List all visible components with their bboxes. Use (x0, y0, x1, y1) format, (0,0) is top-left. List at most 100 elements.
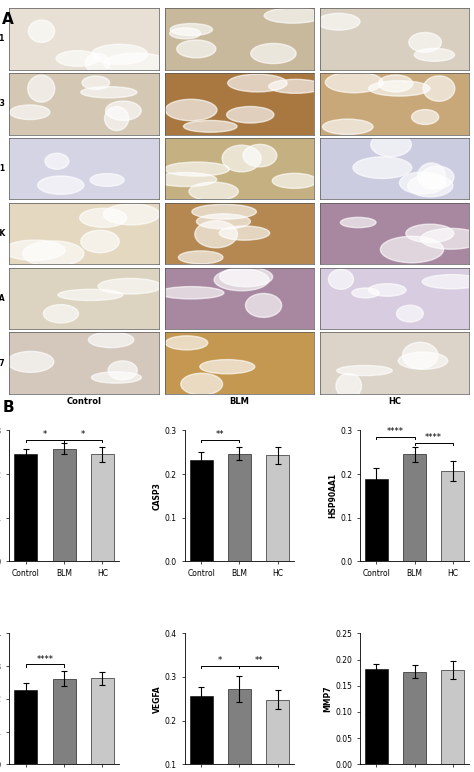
Ellipse shape (269, 80, 323, 93)
Ellipse shape (192, 205, 256, 219)
Ellipse shape (317, 13, 360, 30)
Ellipse shape (56, 51, 99, 66)
Bar (441, 670, 465, 764)
Ellipse shape (165, 100, 217, 120)
Bar (266, 455, 289, 561)
Bar (441, 471, 465, 561)
Ellipse shape (105, 107, 128, 130)
Ellipse shape (108, 361, 137, 380)
Ellipse shape (98, 279, 162, 294)
Bar (266, 699, 289, 772)
Ellipse shape (88, 332, 134, 347)
Ellipse shape (90, 174, 124, 186)
Ellipse shape (398, 352, 448, 369)
Bar (228, 453, 251, 561)
Bar (91, 678, 114, 764)
Y-axis label: CASP3: CASP3 (153, 482, 162, 510)
Ellipse shape (336, 374, 362, 398)
Ellipse shape (91, 44, 148, 64)
Ellipse shape (400, 172, 446, 194)
Ellipse shape (353, 157, 412, 178)
Ellipse shape (170, 23, 212, 36)
Ellipse shape (183, 120, 237, 132)
Ellipse shape (379, 75, 413, 92)
Ellipse shape (43, 305, 79, 323)
Ellipse shape (189, 182, 238, 201)
X-axis label: HC: HC (388, 397, 401, 406)
Text: ****: **** (387, 427, 404, 436)
Text: *: * (43, 430, 47, 439)
Y-axis label: VEGFA: VEGFA (153, 685, 162, 713)
Bar (53, 679, 76, 764)
Ellipse shape (264, 8, 322, 23)
X-axis label: BLM: BLM (229, 397, 249, 406)
Ellipse shape (196, 214, 250, 229)
Ellipse shape (381, 236, 444, 262)
Bar (190, 696, 212, 772)
Ellipse shape (159, 286, 224, 299)
Ellipse shape (85, 53, 110, 73)
Ellipse shape (409, 32, 441, 52)
Ellipse shape (165, 336, 208, 350)
Y-axis label: VEGFA: VEGFA (0, 294, 5, 303)
Ellipse shape (177, 40, 216, 58)
Ellipse shape (422, 275, 474, 289)
Ellipse shape (322, 119, 373, 134)
Ellipse shape (272, 173, 317, 188)
Ellipse shape (155, 172, 217, 187)
Ellipse shape (4, 240, 65, 260)
Y-axis label: HSP90AA1: HSP90AA1 (328, 473, 337, 519)
Text: **: ** (254, 656, 263, 665)
Ellipse shape (227, 107, 274, 123)
Bar (365, 479, 388, 561)
Ellipse shape (28, 75, 55, 102)
Ellipse shape (164, 162, 229, 176)
Ellipse shape (82, 76, 109, 90)
Ellipse shape (181, 373, 223, 395)
Ellipse shape (418, 163, 446, 189)
X-axis label: Control: Control (67, 397, 101, 406)
Ellipse shape (219, 226, 270, 240)
Bar (14, 690, 37, 764)
Ellipse shape (402, 342, 438, 369)
Bar (14, 455, 37, 561)
Ellipse shape (200, 360, 255, 374)
Text: ****: **** (425, 433, 442, 442)
Ellipse shape (81, 230, 119, 252)
Ellipse shape (352, 288, 379, 298)
Ellipse shape (408, 175, 453, 197)
Ellipse shape (396, 305, 423, 322)
Ellipse shape (420, 229, 474, 249)
Y-axis label: AKT1: AKT1 (0, 34, 5, 43)
Ellipse shape (325, 72, 383, 93)
Bar (228, 689, 251, 772)
Ellipse shape (369, 81, 430, 96)
Text: B: B (2, 400, 14, 415)
Ellipse shape (45, 154, 69, 169)
Bar (53, 449, 76, 561)
Ellipse shape (214, 269, 269, 291)
Y-axis label: MMP7: MMP7 (0, 359, 5, 368)
Ellipse shape (228, 74, 287, 92)
Ellipse shape (421, 166, 454, 188)
Ellipse shape (371, 133, 411, 157)
Ellipse shape (38, 176, 84, 195)
Ellipse shape (219, 267, 273, 286)
Ellipse shape (328, 269, 354, 290)
Ellipse shape (104, 53, 169, 73)
Ellipse shape (411, 110, 439, 124)
Ellipse shape (414, 49, 455, 61)
Y-axis label: MMP7: MMP7 (323, 686, 332, 712)
Ellipse shape (91, 372, 141, 383)
Ellipse shape (340, 218, 376, 228)
Ellipse shape (423, 76, 455, 101)
Ellipse shape (7, 351, 54, 372)
Ellipse shape (243, 144, 277, 167)
Text: ****: **** (36, 655, 54, 664)
Bar (403, 672, 426, 764)
Y-axis label: HSP90AA1: HSP90AA1 (0, 164, 5, 173)
Ellipse shape (222, 145, 261, 172)
Ellipse shape (337, 365, 392, 376)
Ellipse shape (58, 290, 123, 300)
Text: A: A (2, 12, 14, 26)
